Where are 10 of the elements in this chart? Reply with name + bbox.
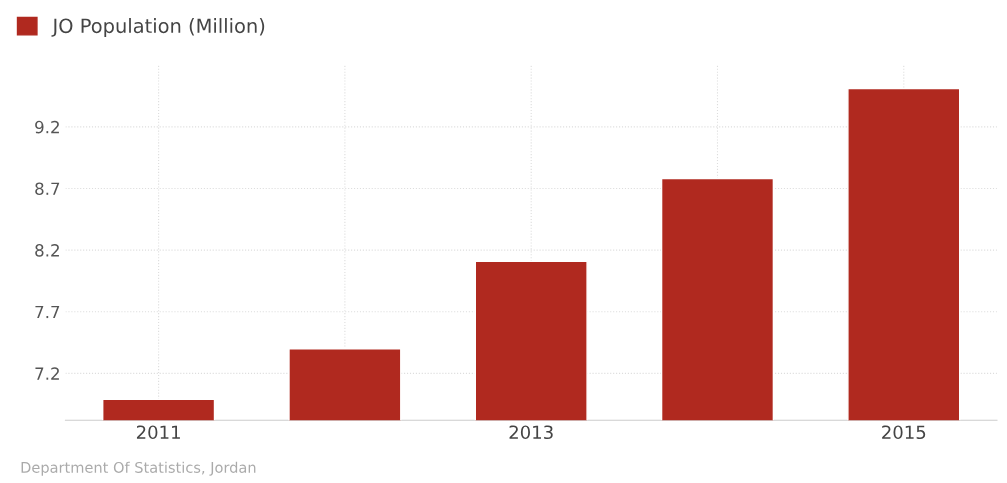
y-tick-label: 8.2 bbox=[35, 244, 59, 257]
y-tick-label: 8.7 bbox=[35, 182, 60, 196]
y-tick-label: 9.2 bbox=[35, 120, 59, 134]
text: Department Of Statistics, Jordan bbox=[21, 461, 256, 476]
legend-label: JO Population (Million) bbox=[51, 18, 265, 37]
y-tick-label: 7.2 bbox=[35, 367, 59, 380]
x-tick-label: 2015 bbox=[882, 425, 926, 440]
x-tick-label: 2013 bbox=[509, 425, 553, 440]
x-tick-label: 2011 bbox=[136, 425, 180, 440]
y-tick-label: 7.7 bbox=[35, 305, 60, 319]
